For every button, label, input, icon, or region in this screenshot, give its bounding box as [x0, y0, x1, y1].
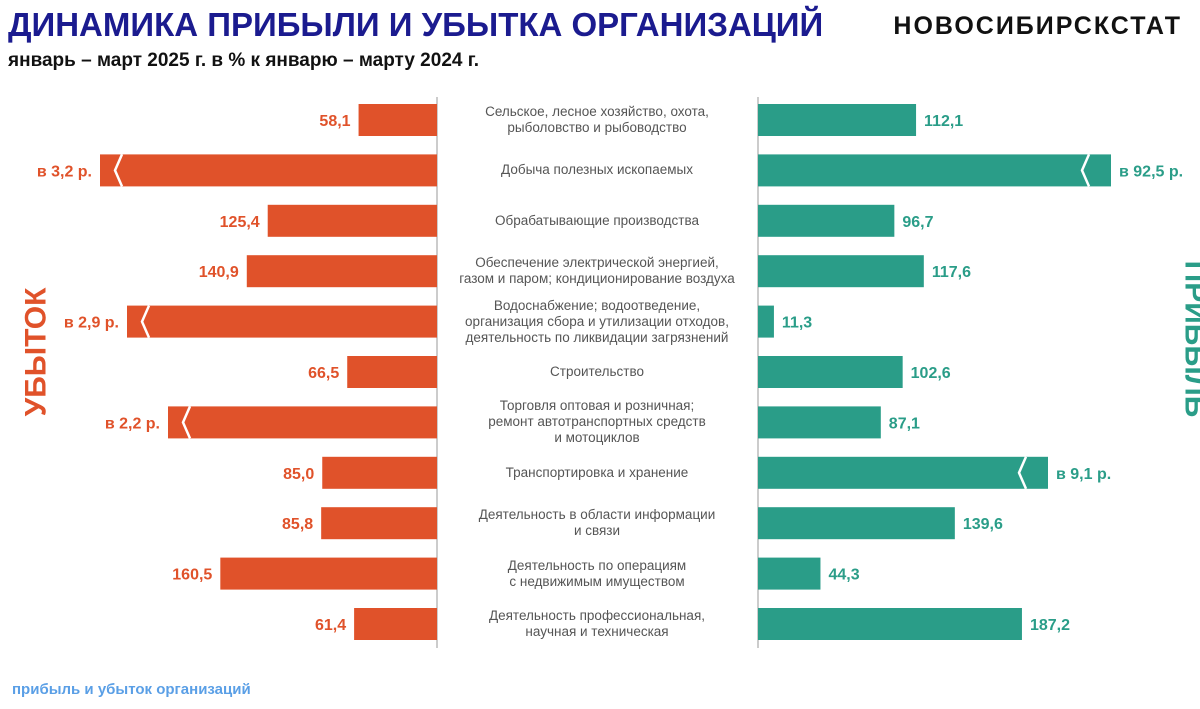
loss-bar: [127, 305, 437, 338]
loss-bar: [322, 456, 437, 489]
page-title: ДИНАМИКА ПРИБЫЛИ И УБЫТКА ОРГАНИЗАЦИЙ: [8, 6, 824, 43]
profit-value-label: в 92,5 р.: [1119, 163, 1183, 180]
category-label-line: Деятельность в области информации: [478, 507, 716, 523]
loss-bar: [100, 154, 437, 187]
category-label-line: газом и паром; кондиционирование воздуха: [459, 271, 735, 287]
profit-bar: [758, 356, 903, 388]
profit-value-label: 102,6: [911, 365, 951, 382]
profit-bar: [758, 456, 1048, 489]
axis-break-mark: [113, 153, 124, 187]
category-label: Строительство: [437, 364, 757, 380]
category-label-line: Сельское, лесное хозяйство, охота,: [485, 104, 709, 119]
profit-bar: [758, 608, 1022, 640]
category-label-line: Торговля оптовая и розничная;: [499, 398, 695, 414]
loss-bar: [246, 255, 437, 288]
loss-value-label: 85,0: [283, 466, 314, 483]
profit-bar: [758, 305, 774, 338]
category-label-line: Добыча полезных ископаемых: [501, 162, 693, 178]
brand-logo: НОВОСИБИРСКСТАТ: [893, 12, 1182, 40]
profit-bar: [758, 154, 1111, 187]
loss-bar: [347, 356, 437, 388]
category-label-line: Деятельность по операциям: [507, 557, 687, 573]
loss-value-label: 58,1: [319, 113, 350, 130]
category-label: Торговля оптовая и розничная; ремонт авто…: [437, 398, 757, 446]
profit-value-label: 96,7: [902, 214, 933, 231]
category-label-line: и мотоциклов: [554, 430, 640, 446]
profit-value-label: 139,6: [963, 516, 1003, 533]
profit-bar: [758, 507, 955, 540]
profit-value-label: 44,3: [828, 567, 859, 584]
category-label-line: рыболовство и рыбоводство: [507, 120, 687, 135]
category-label-line: с недвижимым имуществом: [509, 573, 685, 589]
category-label-line: Обеспечение электрической энергией,: [475, 255, 719, 271]
loss-value-label: 160,5: [172, 567, 212, 584]
axis-break-mark: [181, 405, 192, 439]
footer-caption: прибыль и убыток организаций: [12, 681, 251, 698]
profit-bar: [758, 406, 881, 439]
category-label: Деятельность по операциям с недвижимым им…: [437, 558, 757, 590]
axis-break-mark: [1080, 153, 1091, 187]
loss-bar: [354, 608, 437, 640]
profit-value-label: 187,2: [1030, 617, 1070, 634]
loss-value-label: 61,4: [315, 617, 346, 634]
category-label: Транспортировка и хранение: [437, 465, 757, 481]
category-label-line: ремонт автотранспортных средств: [488, 414, 706, 430]
category-label-line: Строительство: [550, 364, 644, 379]
profit-bar: [758, 255, 924, 288]
loss-bar: [220, 557, 437, 590]
loss-bar: [321, 507, 437, 540]
loss-value-label: в 3,2 р.: [37, 163, 92, 180]
category-label: Сельское, лесное хозяйство, охота, рыболо…: [437, 104, 757, 136]
axis-break-mark: [140, 305, 151, 339]
profit-bar: [758, 204, 895, 237]
category-label: Водоснабжение; водоотведение, организация…: [437, 298, 757, 346]
profit-value-label: в 9,1 р.: [1056, 466, 1111, 483]
category-label-line: деятельность по ликвидации загрязнений: [465, 329, 729, 345]
loss-value-label: 85,8: [282, 516, 313, 533]
profit-value-label: 87,1: [889, 415, 920, 432]
loss-value-label: 125,4: [220, 214, 260, 231]
category-label: Обеспечение электрической энергией, газом…: [437, 255, 757, 287]
category-label: Деятельность в области информации и связи: [437, 507, 757, 539]
page-subtitle: январь – март 2025 г. в % к январю – мар…: [8, 50, 480, 71]
loss-value-label: в 2,9 р.: [64, 315, 119, 332]
loss-bar: [358, 104, 437, 136]
loss-value-label: 66,5: [308, 365, 339, 382]
profit-value-label: 117,6: [932, 264, 971, 281]
category-label-line: Обрабатывающие производства: [495, 212, 699, 228]
axis-break-mark: [1017, 456, 1028, 490]
category-label-line: Водоснабжение; водоотведение,: [493, 297, 701, 313]
profit-bar: [758, 104, 917, 136]
loss-bar: [168, 406, 437, 439]
category-label: Деятельность профессиональная, научная и …: [437, 608, 757, 640]
profit-value-label: 11,3: [782, 315, 812, 332]
category-label-line: научная и техническая: [525, 624, 669, 639]
loss-value-label: 140,9: [199, 264, 239, 281]
category-label-line: организация сбора и утилизации отходов,: [465, 313, 729, 329]
category-label-line: и связи: [573, 523, 621, 539]
category-label: Обрабатывающие производства: [437, 213, 757, 229]
profit-bar: [758, 557, 821, 590]
loss-value-label: в 2,2 р.: [105, 415, 160, 432]
profit-value-label: 112,1: [924, 113, 963, 130]
loss-bar: [267, 204, 437, 237]
category-label-line: Деятельность профессиональная,: [488, 608, 706, 623]
category-label: Добыча полезных ископаемых: [437, 162, 757, 178]
category-label-line: Транспортировка и хранение: [505, 464, 689, 480]
